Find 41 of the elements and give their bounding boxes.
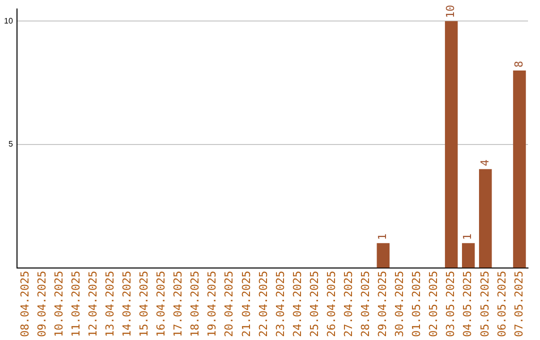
x-tick-label: 25.04.2025 [308,270,321,338]
x-tick-label: 01.05.2025 [410,270,424,338]
x-tick-label: 05.05.2025 [478,270,492,338]
x-tick-label: 26.04.2025 [324,270,338,338]
x-tick-label: 20.04.2025 [222,270,236,338]
bar [462,243,475,268]
x-tick-label: 21.04.2025 [240,270,253,338]
x-tick-label: 12.04.2025 [86,270,100,338]
x-tick-label: 04.05.2025 [461,270,474,338]
bar [479,169,492,268]
bar [376,243,390,268]
bar [444,21,458,268]
x-tick-label: 02.05.2025 [427,270,440,338]
x-tick-label: 16.04.2025 [154,270,168,338]
x-tick-label: 27.04.2025 [342,270,355,338]
x-tick-label: 13.04.2025 [103,270,116,338]
x-tick-label: 23.04.2025 [274,270,287,338]
x-tick-label: 19.04.2025 [206,270,219,338]
x-tick-label: 18.04.2025 [188,270,202,338]
x-tick-label: 15.04.2025 [138,270,151,338]
x-tick-label: 07.05.2025 [512,270,526,338]
data-label: 8 [512,60,526,68]
x-tick-label: 22.04.2025 [256,270,270,338]
data-label: 1 [376,233,390,240]
x-tick-label: 08.04.2025 [18,270,32,338]
y-tick-label: 5 [8,140,14,149]
x-tick-label: 14.04.2025 [120,270,134,338]
data-label: 1 [461,233,474,240]
x-tick-label: 29.04.2025 [376,270,390,338]
data-label: 10 [444,4,458,18]
x-tick-label: 11.04.2025 [69,270,82,338]
x-tick-label: 09.04.2025 [35,270,48,338]
bar [513,70,526,268]
data-label: 4 [478,159,492,166]
x-tick-label: 10.04.2025 [52,270,66,338]
x-tick-label: 17.04.2025 [172,270,185,338]
x-tick-label: 06.05.2025 [495,270,508,338]
x-tick-label: 30.04.2025 [393,270,406,338]
x-tick-label: 24.04.2025 [290,270,304,338]
x-tick-label: 03.05.2025 [444,270,458,338]
x-tick-label: 28.04.2025 [359,270,372,338]
